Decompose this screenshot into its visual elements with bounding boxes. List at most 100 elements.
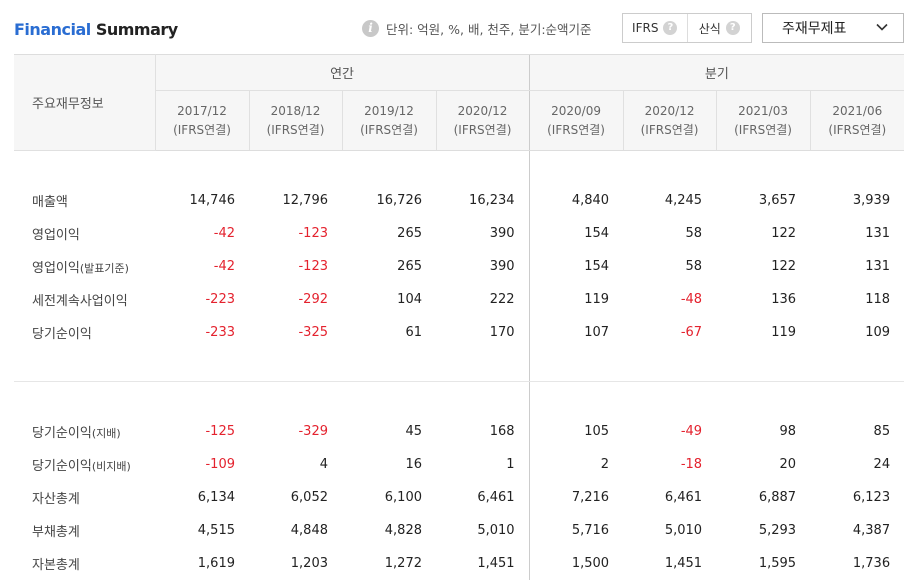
cell-value: 58	[685, 225, 703, 241]
row-label: 자본총계	[14, 547, 155, 580]
cell-value: 6,461	[664, 489, 703, 505]
cell-value: 20	[779, 456, 797, 472]
cell-value: -329	[298, 423, 328, 439]
cell-value: -48	[680, 291, 703, 307]
cell-value: 107	[528, 315, 624, 349]
cell-value: 1	[506, 456, 515, 472]
formula-help-icon[interactable]: ?	[725, 21, 740, 35]
column-period: 2017/12	[177, 103, 227, 118]
cell-value: 1,272	[384, 555, 422, 571]
cell-value: 4,840	[528, 183, 624, 217]
cell-value: 4,245	[664, 192, 703, 208]
row-label-suffix: (발표기준)	[79, 261, 129, 275]
table-row: 부채총계 4,515 4,848 4,828 5,010 5,716 5,010 5,293 4…	[14, 513, 904, 547]
cell-value: 109	[865, 324, 891, 340]
row-label: 당기순이익(지배)	[14, 415, 155, 448]
row-label-suffix: (비지배)	[91, 459, 131, 473]
cell-value: 119	[528, 282, 624, 316]
summary-header: Financial Summary i 단위: 억원, %, 배, 천주, 분기…	[0, 0, 912, 54]
row-label: 자산총계	[14, 481, 155, 514]
column-basis: (IFRS연결)	[734, 122, 792, 137]
column-header: 2019/12 (IFRS연결)	[341, 90, 436, 151]
column-header-row: 2017/12 (IFRS연결) 2018/12 (IFRS연결) 2019/12 (IF…	[14, 90, 905, 151]
cell-value: 265	[397, 225, 422, 241]
cell-value: 222	[489, 291, 515, 307]
cell-value: 14,746	[189, 192, 236, 208]
column-basis: (IFRS연결)	[453, 122, 512, 137]
cell-value: 5,010	[477, 522, 515, 538]
cell-value: 4,515	[197, 522, 235, 538]
ifrs-help-icon[interactable]: ?	[663, 21, 678, 35]
cell-value: 12,796	[282, 192, 329, 208]
cell-value: -123	[298, 258, 328, 274]
cell-value: 136	[771, 291, 797, 307]
row-label: 매출액	[14, 184, 155, 217]
cell-value: 1,595	[758, 555, 797, 571]
cell-value: 154	[528, 216, 624, 250]
statement-select-value: 주재무제표	[782, 21, 847, 37]
cell-value: 4,848	[290, 522, 328, 538]
row-spacer	[14, 150, 904, 184]
table-row: 당기순이익(비지배) -109 4 16 1 2 -18 20 24	[14, 447, 904, 481]
unit-note: i 단위: 억원, %, 배, 천주, 분기:순액기준	[362, 19, 592, 38]
row-label-main: 당기순이익	[32, 458, 92, 474]
row-label-main: 당기순이익	[32, 425, 92, 441]
cell-value: -125	[205, 423, 235, 439]
cell-value: 16,726	[376, 192, 423, 208]
cell-value: 16	[405, 456, 422, 472]
unit-text: 단위: 억원, %, 배, 천주, 분기:순액기준	[386, 22, 592, 37]
column-period: 2021/06	[832, 103, 883, 118]
cell-value: 98	[779, 423, 797, 439]
cell-value: 131	[865, 258, 891, 274]
cell-value: 3,939	[852, 192, 891, 208]
table-row: 당기순이익(지배) -125 -329 45 168 105 -49 98 85	[14, 414, 904, 448]
row-label: 세전계속사업이익	[14, 283, 155, 316]
cell-value: 5,716	[528, 513, 624, 547]
column-basis: (IFRS연결)	[828, 122, 887, 137]
statement-select[interactable]: 주재무제표	[762, 13, 904, 43]
cell-value: 85	[873, 423, 891, 439]
row-label: 부채총계	[14, 514, 155, 547]
cell-value: -233	[205, 324, 235, 340]
cell-value: 16,234	[469, 192, 515, 208]
cell-value: 6,887	[758, 489, 797, 505]
cell-value: -49	[680, 423, 703, 439]
cell-value: 170	[489, 324, 515, 340]
cell-value: 118	[865, 291, 891, 307]
formula-label: 산식	[698, 21, 721, 36]
row-label-main: 부채총계	[32, 524, 80, 540]
cell-value: 6,461	[477, 489, 515, 505]
title-rest: Summary	[90, 20, 178, 39]
ifrs-option[interactable]: IFRS ?	[623, 14, 687, 42]
cell-value: 4	[319, 456, 328, 472]
row-label: 당기순이익(비지배)	[14, 448, 155, 481]
row-label-main: 자산총계	[32, 491, 80, 507]
row-spacer	[14, 381, 904, 415]
cell-value: 168	[489, 423, 515, 439]
table-row: 자산총계 6,134 6,052 6,100 6,461 7,216 6,461 6,887 6…	[14, 480, 904, 514]
section-title: Financial Summary	[14, 20, 178, 39]
cell-value: 105	[528, 414, 624, 448]
column-period: 2020/12	[644, 103, 695, 118]
cell-value: -325	[298, 324, 328, 340]
cell-value: -42	[213, 258, 235, 274]
cell-value: 1,500	[528, 546, 624, 580]
column-basis: (IFRS연결)	[547, 122, 605, 137]
ifrs-label: IFRS	[632, 21, 659, 35]
cell-value: 58	[685, 258, 703, 274]
table-row: 영업이익(발표기준) -42 -123 265 390 154 58 122 131	[14, 249, 904, 283]
row-label-header: 주요재무정보	[14, 54, 156, 151]
column-period: 2020/09	[551, 103, 601, 118]
cell-value: 2	[528, 447, 624, 481]
column-header: 2020/12 (IFRS연결)	[435, 90, 530, 151]
row-label-main: 영업이익	[32, 260, 80, 276]
cell-value: 61	[405, 324, 422, 340]
cell-value: 265	[397, 258, 422, 274]
cell-value: 45	[405, 423, 422, 439]
cell-value: 1,619	[197, 555, 235, 571]
formula-option[interactable]: 산식 ?	[686, 14, 752, 42]
column-basis: (IFRS연결)	[173, 122, 231, 137]
column-basis: (IFRS연결)	[640, 122, 699, 137]
info-icon[interactable]: i	[362, 20, 379, 37]
column-basis: (IFRS연결)	[266, 122, 325, 137]
